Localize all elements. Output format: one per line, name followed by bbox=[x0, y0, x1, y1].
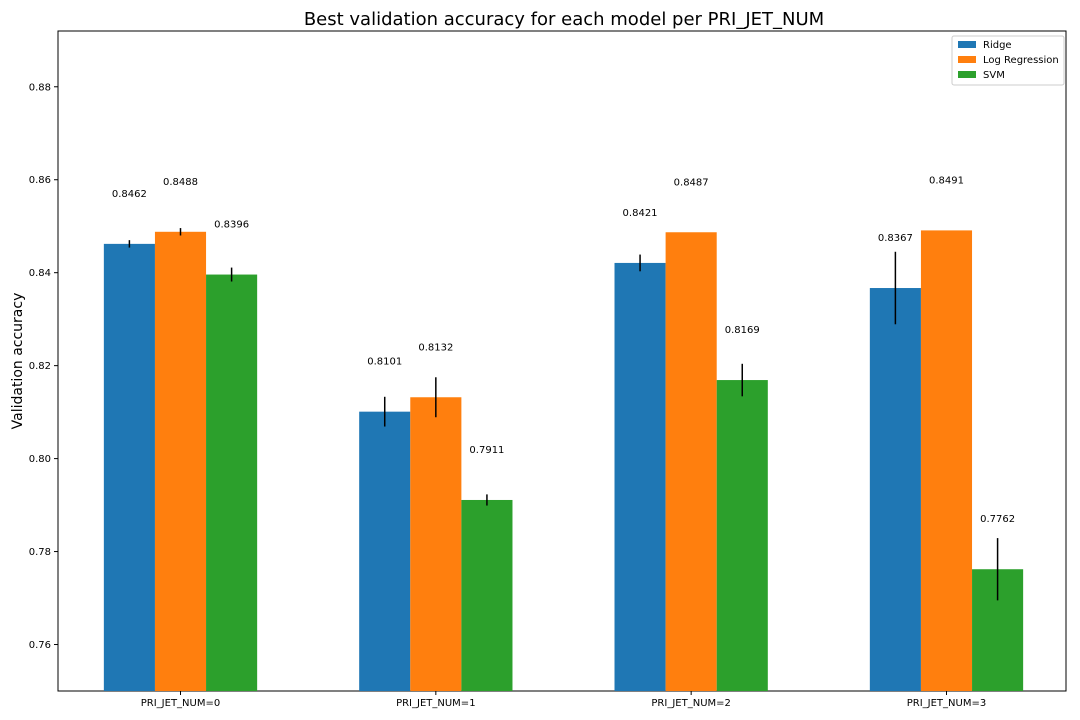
data-label: 0.7911 bbox=[469, 445, 504, 456]
bar-ridge bbox=[103, 243, 155, 692]
y-tick-label: 0.84 bbox=[29, 268, 51, 279]
y-tick-label: 0.80 bbox=[29, 454, 51, 465]
y-tick-label: 0.86 bbox=[29, 175, 51, 186]
axes-frame bbox=[57, 30, 1067, 692]
data-label: 0.8462 bbox=[112, 189, 147, 200]
legend-box bbox=[951, 35, 1065, 86]
legend-label: SVM bbox=[983, 70, 1005, 81]
bar-svm bbox=[461, 499, 513, 691]
bar-svm bbox=[716, 380, 768, 691]
x-tick-label: PRI_JET_NUM=0 bbox=[141, 698, 220, 709]
legend-swatch bbox=[958, 56, 976, 63]
bar-ridge bbox=[614, 262, 666, 691]
bar-log-regression bbox=[410, 397, 462, 691]
data-label: 0.8132 bbox=[418, 342, 453, 353]
data-label: 0.7762 bbox=[980, 514, 1015, 525]
legend: Ridge Log Regression SVM bbox=[951, 35, 1065, 86]
legend-swatch bbox=[958, 71, 976, 78]
y-tick-label: 0.76 bbox=[29, 640, 51, 651]
data-label: 0.8491 bbox=[929, 175, 964, 186]
y-tick-label: 0.88 bbox=[29, 82, 51, 93]
bar-svm bbox=[206, 274, 258, 691]
bar-log-regression bbox=[665, 232, 717, 691]
data-label: 0.8169 bbox=[725, 325, 760, 336]
y-tick-label: 0.78 bbox=[29, 547, 51, 558]
legend-swatch bbox=[958, 41, 976, 48]
bar-ridge bbox=[869, 288, 921, 691]
x-tick-label: PRI_JET_NUM=1 bbox=[396, 698, 475, 709]
legend-label: Log Regression bbox=[983, 55, 1059, 66]
data-label: 0.8488 bbox=[163, 177, 198, 188]
y-tick-label: 0.82 bbox=[29, 361, 51, 372]
bar-log-regression bbox=[154, 231, 207, 691]
data-label: 0.8101 bbox=[367, 357, 402, 368]
data-label: 0.8421 bbox=[623, 208, 658, 219]
legend-label: Ridge bbox=[983, 40, 1012, 51]
plot-area: 0.76 0.78 0.80 0.82 0.84 0.86 0.88 PRI_JET_NUM=… bbox=[29, 30, 1067, 709]
x-tick-label: PRI_JET_NUM=2 bbox=[651, 698, 730, 709]
data-label: 0.8367 bbox=[878, 233, 913, 244]
bar-ridge bbox=[359, 411, 411, 691]
bar-log-regression bbox=[920, 230, 973, 692]
y-axis-label: Validation accuracy bbox=[10, 293, 26, 430]
data-label: 0.8396 bbox=[214, 220, 249, 231]
data-label: 0.8487 bbox=[674, 177, 709, 188]
chart-title: Best validation accuracy for each model … bbox=[304, 9, 824, 30]
x-tick-label: PRI_JET_NUM=3 bbox=[907, 698, 986, 709]
